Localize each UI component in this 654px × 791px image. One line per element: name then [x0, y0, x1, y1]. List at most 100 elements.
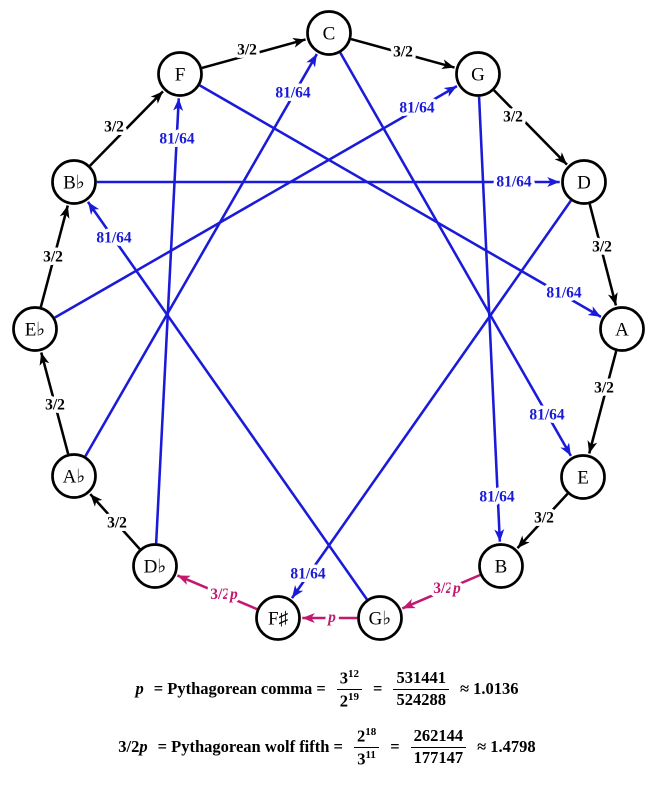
pythagorean-comma-formula: p = Pythagorean comma = 312 219 = 531441… — [0, 660, 654, 718]
edge-label-G-D: 3/2 — [503, 109, 523, 126]
fraction-numerator: 531441 — [393, 668, 449, 690]
edge-label-Ab-Eb: 3/2 — [45, 397, 65, 414]
note-circle — [157, 51, 203, 97]
node-C: C — [306, 10, 352, 56]
edge-D-A-arrow — [588, 203, 618, 306]
edge-label-B-Gb: 3/2p — [433, 580, 461, 597]
node-G: G — [455, 51, 501, 97]
wolf-fifth-formula: 3/2p = Pythagorean wolf fifth = 218 311 … — [0, 718, 654, 776]
note-label: E — [577, 468, 589, 489]
note-circle — [12, 306, 58, 352]
edge-label-Gb-Bb: 81/64 — [96, 230, 132, 247]
denominator-base: 2 — [339, 691, 349, 710]
note-label: D♭ — [144, 557, 167, 578]
node-Fs: F♯ — [255, 595, 301, 641]
edge-label-Db-F: 81/64 — [159, 131, 195, 148]
formula-approx-value: ≈ 1.0136 — [459, 679, 519, 698]
note-label: C — [323, 24, 336, 45]
denominator-exponent: 11 — [365, 748, 376, 761]
edge-label-F-A: 81/64 — [546, 285, 582, 302]
edge-label-G-B: 81/64 — [479, 489, 515, 506]
edge-Eb-G-arrow — [54, 85, 458, 319]
edge-D-Fs-arrow — [290, 199, 572, 599]
fraction-denominator: 524288 — [396, 689, 446, 709]
fraction-denominator: 219 — [337, 690, 362, 711]
edge-B-Gb-arrow — [401, 573, 481, 610]
formula-equals: = — [390, 737, 400, 756]
note-label: D — [577, 173, 591, 194]
edge-Db-Ab-arrow — [89, 493, 141, 550]
node-B: B — [478, 543, 524, 589]
node-Db: D♭ — [132, 543, 178, 589]
edge-Ab-Eb-arrow — [39, 352, 70, 455]
formula-lhs: 3/2p — [118, 737, 147, 757]
edge-E-B-arrow — [516, 492, 569, 549]
edge-label-Bb-D: 81/64 — [496, 174, 532, 191]
note-circle — [51, 453, 97, 499]
formula-approx-value: ≈ 1.4798 — [477, 737, 536, 756]
formula-mid-text: = Pythagorean comma = — [153, 679, 326, 698]
node-Ab: A♭ — [51, 453, 97, 499]
edge-F-C-arrow — [201, 37, 306, 70]
numerator-exponent: 18 — [365, 725, 377, 738]
edge-Ab-C-arrow — [84, 53, 318, 457]
edge-G-D-arrow — [493, 89, 568, 166]
edge-label-C-G: 3/2 — [393, 44, 413, 61]
edge-label-C-E: 81/64 — [529, 407, 565, 424]
edge-label-Gb-Fs: p — [326, 609, 336, 626]
legend-formulas: p = Pythagorean comma = 312 219 = 531441… — [0, 660, 654, 776]
edge-label-Bb-F: 3/2 — [104, 119, 124, 136]
note-circle — [132, 543, 178, 589]
node-A: A — [599, 306, 645, 352]
numerator-base: 2 — [356, 726, 366, 746]
note-label: F♯ — [268, 609, 288, 630]
note-label: F — [175, 65, 186, 86]
edge-label-F-C: 3/2 — [237, 42, 257, 59]
formula-equals: = — [373, 679, 383, 698]
note-circle — [255, 595, 301, 641]
denominator-base: 3 — [357, 749, 366, 768]
edge-label-A-E: 3/2 — [594, 380, 614, 397]
power-fraction: 312 219 — [336, 668, 363, 711]
note-circle — [357, 595, 403, 641]
edge-Gb-Bb-arrow — [86, 201, 368, 601]
note-label: A♭ — [63, 467, 86, 488]
edge-label-Ab-C: 81/64 — [275, 85, 311, 102]
fraction-numerator: 218 — [353, 725, 380, 748]
edge-Db-F-arrow — [154, 98, 184, 544]
note-label: B — [495, 557, 508, 578]
note-label: G♭ — [369, 609, 392, 630]
formula-mid-text: = Pythagorean wolf fifth = — [157, 737, 343, 756]
formula-lhs-italic: p — [135, 679, 144, 698]
edge-G-B-arrow — [477, 96, 505, 542]
denominator-exponent: 19 — [348, 690, 360, 703]
edge-label-Eb-Bb: 3/2 — [43, 249, 63, 266]
edge-label-D-A: 3/2 — [592, 239, 612, 256]
node-E: E — [560, 454, 606, 500]
note-circle — [478, 543, 524, 589]
fraction-numerator: 262144 — [410, 726, 467, 748]
numerator-base: 3 — [339, 668, 349, 688]
fraction-denominator: 311 — [354, 748, 379, 769]
circle-of-fifths-diagram: 3/2 3/2 3/2 3/2 3/2 3/2 3/2 3/2 3/2 3/2 3/2p p 3/2p 8… — [12, 10, 645, 641]
note-label: G — [471, 65, 485, 86]
edge-C-G-arrow — [350, 37, 455, 70]
edge-Fs-Db-arrow — [176, 574, 258, 611]
node-Eb: E♭ — [12, 306, 58, 352]
edge-label-D-Fs: 81/64 — [290, 566, 326, 583]
note-label: A — [615, 320, 629, 341]
edge-label-Db-Ab: 3/2 — [107, 515, 127, 532]
fraction-numerator: 312 — [336, 668, 363, 690]
edge-C-E-arrow — [339, 52, 573, 457]
power-fraction: 218 311 — [353, 725, 380, 769]
value-fraction: 262144 177147 — [410, 726, 467, 767]
note-circle — [561, 159, 607, 205]
value-fraction: 531441 524288 — [393, 668, 449, 709]
edge-Eb-Bb-arrow — [39, 205, 70, 308]
node-Gb: G♭ — [357, 595, 403, 641]
edge-label-E-B: 3/2 — [534, 510, 554, 527]
edge-label-Fs-Db: 3/2p — [210, 586, 238, 603]
edge-Bb-F-arrow — [89, 90, 164, 167]
note-circle — [560, 454, 606, 500]
